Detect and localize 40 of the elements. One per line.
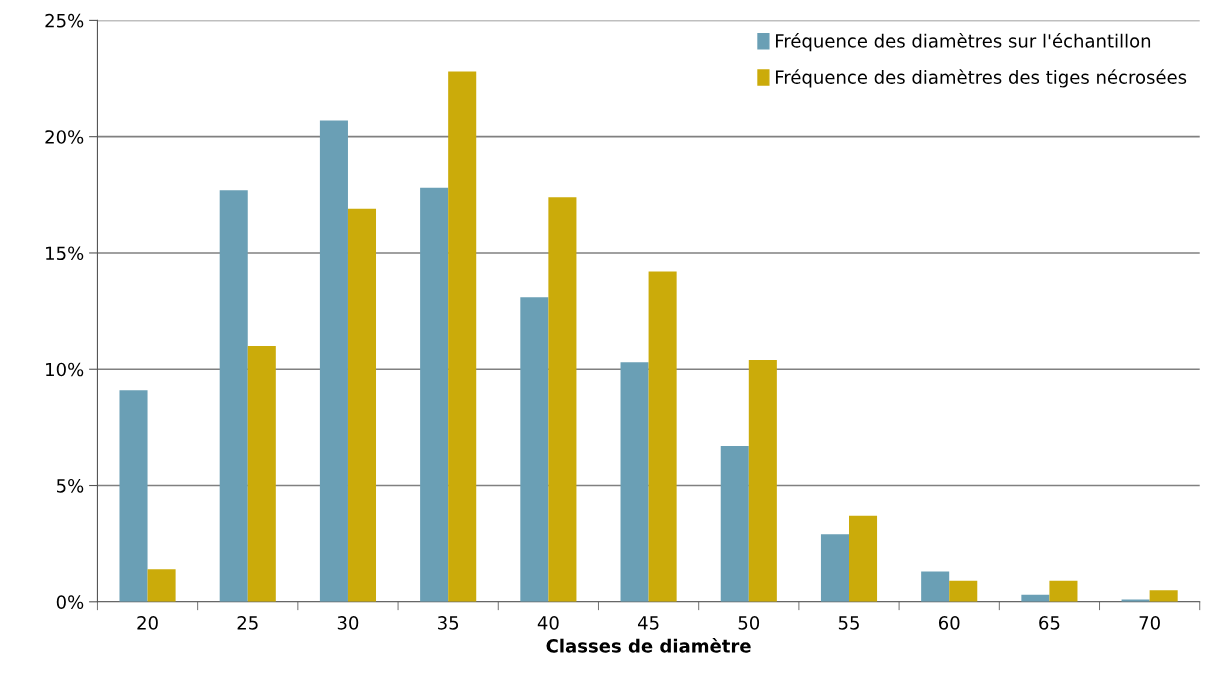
bar (949, 580, 978, 602)
y-tick-label: 0% (56, 595, 84, 609)
bar (420, 187, 449, 602)
x-tick-label: 60 (938, 616, 960, 630)
bar (720, 445, 749, 602)
bar (119, 390, 148, 602)
bar (820, 534, 849, 602)
x-tick-label: 30 (337, 616, 359, 630)
bar (1149, 590, 1178, 602)
bar (648, 271, 677, 602)
bar (448, 71, 477, 602)
x-tick-label: 25 (237, 616, 258, 630)
x-tick-label: 65 (1039, 616, 1060, 630)
y-tick-label: 25% (45, 13, 84, 28)
legend-label: Fréquence des diamètres sur l'échantillon (776, 33, 1151, 52)
bar (748, 359, 777, 602)
legend-label: Fréquence des diamètres des tiges nécrosées (776, 69, 1187, 88)
bar (219, 190, 248, 602)
bar (347, 208, 377, 602)
bar (620, 362, 649, 602)
y-tick-label: 15% (46, 246, 84, 261)
bar (319, 120, 348, 602)
bar (147, 569, 176, 602)
y-tick-label: 5% (57, 478, 84, 493)
bar (1049, 580, 1078, 602)
x-tick-label: 45 (637, 616, 659, 630)
bar (247, 345, 276, 602)
y-tick-label: 10% (46, 362, 84, 377)
x-axis-title: Classes de diamètre (546, 638, 751, 653)
y-tick-label: 20% (45, 130, 84, 144)
x-tick-label: 70 (1139, 616, 1160, 630)
x-tick-label: 35 (438, 616, 459, 630)
x-tick-label: 55 (838, 616, 859, 630)
x-tick-label: 20 (137, 616, 158, 630)
bar (548, 197, 577, 602)
x-tick-label: 40 (537, 616, 559, 630)
bar (921, 571, 950, 602)
bar (849, 515, 878, 602)
bar (520, 297, 549, 602)
x-tick-label: 50 (738, 616, 760, 630)
